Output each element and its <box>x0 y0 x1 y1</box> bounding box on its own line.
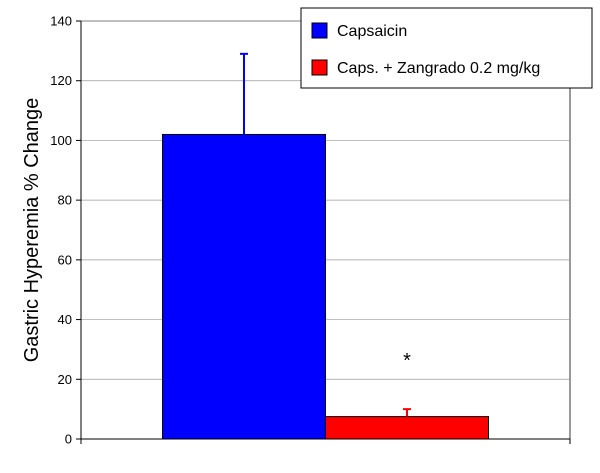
significance-marker: * <box>403 350 411 372</box>
y-tick-label: 0 <box>65 432 72 447</box>
legend-box <box>300 7 593 89</box>
legend-label-1: Capsaicin <box>337 23 407 40</box>
y-axis-title: Gastric Hyperemia % Change <box>21 98 43 363</box>
bars <box>162 52 489 440</box>
y-tick-label: 100 <box>50 133 72 148</box>
y-tick-label: 40 <box>58 312 72 327</box>
bar-2 <box>325 416 489 440</box>
y-tick-label: 120 <box>50 73 72 88</box>
legend-swatch-1 <box>311 22 328 39</box>
legend: Capsaicin Caps. + Zangrado 0.2 mg/kg <box>300 7 593 89</box>
bar-1 <box>162 133 326 440</box>
y-tick-label: 140 <box>50 14 72 29</box>
y-tick-label: 20 <box>58 372 72 387</box>
legend-swatch-2 <box>311 59 328 76</box>
annotations: * <box>403 350 411 372</box>
y-tick-label: 60 <box>58 252 72 267</box>
y-tick-label: 80 <box>58 193 72 208</box>
legend-label-2: Caps. + Zangrado 0.2 mg/kg <box>337 60 540 77</box>
y-axis: 0 20 40 60 80 100 120 140 <box>50 14 571 447</box>
